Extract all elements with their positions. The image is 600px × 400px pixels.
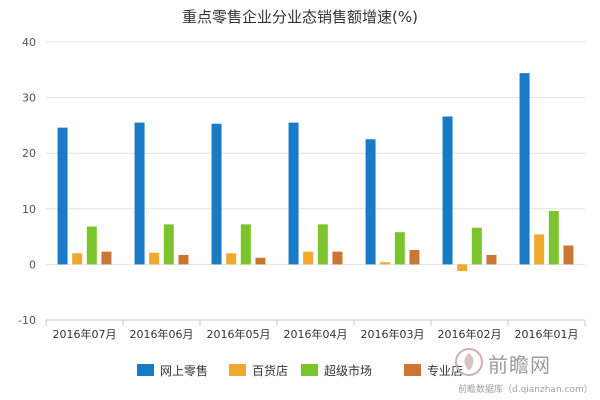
qianzhan-logo-icon bbox=[455, 348, 483, 376]
y-tick-label: 10 bbox=[22, 203, 36, 216]
bar bbox=[303, 251, 314, 265]
y-axis-ticks: -10 0 10 20 30 40 bbox=[18, 36, 36, 327]
bar bbox=[101, 251, 112, 265]
bar bbox=[380, 262, 391, 265]
x-tick-label: 2016年07月 bbox=[53, 327, 117, 341]
x-tick-label: 2016年05月 bbox=[207, 327, 271, 341]
bar bbox=[178, 254, 189, 265]
legend: 网上零售 百货店 超级市场 专业店 bbox=[137, 363, 463, 378]
bar bbox=[226, 253, 237, 265]
bars bbox=[57, 73, 574, 272]
bar bbox=[317, 224, 328, 265]
x-tick-label: 2016年01月 bbox=[515, 327, 579, 341]
legend-label: 百货店 bbox=[252, 363, 288, 378]
x-tick-label: 2016年02月 bbox=[438, 327, 502, 341]
bar bbox=[57, 127, 68, 265]
bar bbox=[457, 264, 468, 272]
legend-swatch bbox=[404, 364, 421, 376]
bar bbox=[486, 254, 497, 265]
bar bbox=[163, 224, 174, 265]
watermark: 前瞻网 前瞻数据库（d.qianzhan.com） bbox=[452, 345, 593, 397]
y-tick-label: 20 bbox=[22, 147, 36, 160]
bar bbox=[519, 73, 530, 265]
y-tick-label: 30 bbox=[22, 92, 36, 105]
bar bbox=[255, 257, 266, 265]
bar bbox=[332, 251, 343, 265]
legend-swatch bbox=[137, 364, 154, 376]
watermark-source: 前瞻数据库（d.qianzhan.com） bbox=[458, 385, 593, 395]
y-tick-label: 0 bbox=[29, 258, 36, 271]
legend-swatch bbox=[301, 364, 318, 376]
bar bbox=[409, 249, 420, 265]
grid-lines bbox=[46, 41, 585, 321]
bar bbox=[149, 252, 160, 265]
bar bbox=[288, 122, 299, 265]
bar bbox=[471, 227, 482, 265]
chart-title: 重点零售企业分业态销售额增速(%) bbox=[182, 8, 418, 26]
bar bbox=[134, 122, 145, 265]
bar bbox=[394, 232, 405, 265]
bar bbox=[365, 139, 376, 265]
bar bbox=[563, 245, 574, 265]
y-tick-label: -10 bbox=[18, 314, 36, 327]
y-tick-label: 40 bbox=[22, 36, 36, 49]
watermark-brand: 前瞻网 bbox=[488, 353, 551, 377]
legend-label: 超级市场 bbox=[324, 363, 372, 378]
bar bbox=[211, 123, 222, 265]
x-tick-label: 2016年03月 bbox=[361, 327, 425, 341]
bar bbox=[240, 224, 251, 265]
x-tick-label: 2016年06月 bbox=[130, 327, 194, 341]
bar bbox=[72, 253, 83, 265]
x-tick-label: 2016年04月 bbox=[284, 327, 348, 341]
bar bbox=[548, 211, 559, 265]
bar bbox=[442, 116, 453, 265]
x-axis: 2016年07月 2016年06月 2016年05月 2016年04月 2016年03月… bbox=[45, 319, 586, 341]
bar bbox=[86, 226, 97, 265]
legend-label: 网上零售 bbox=[160, 363, 208, 378]
bar bbox=[534, 234, 545, 265]
legend-swatch bbox=[229, 364, 246, 376]
legend-label: 专业店 bbox=[427, 363, 463, 378]
